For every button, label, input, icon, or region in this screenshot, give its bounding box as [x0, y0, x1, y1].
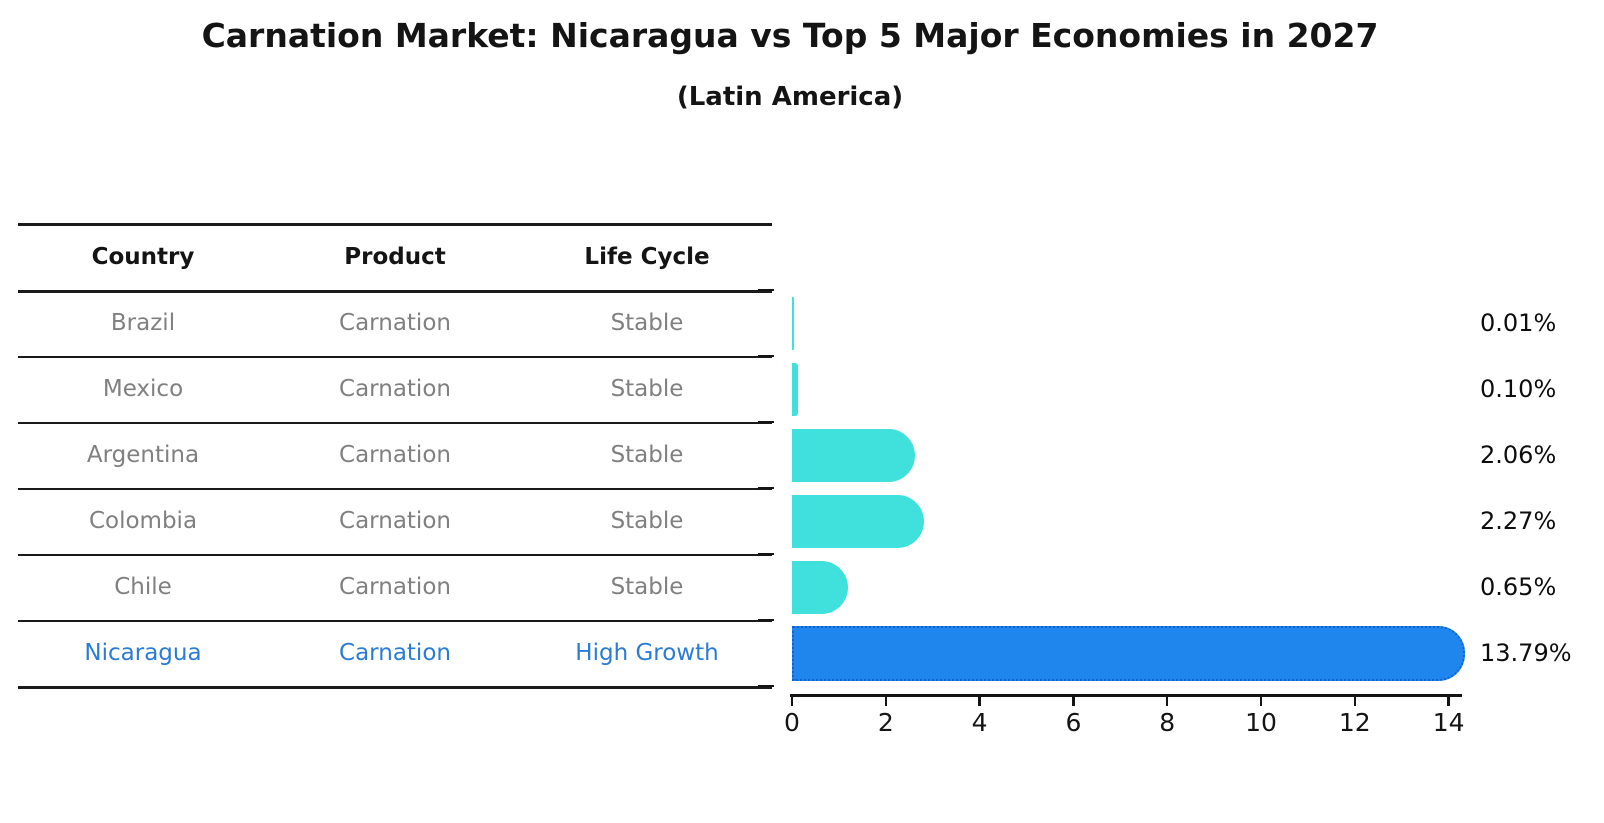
table-header-cell: Country [91, 243, 195, 270]
table-cell-country: Colombia [88, 508, 198, 534]
chart-subtitle: (Latin America) [676, 82, 904, 112]
table-row-line [18, 488, 772, 490]
chart-title: Carnation Market: Nicaragua vs Top 5 Maj… [201, 16, 1379, 55]
value-label: 0.10% [1480, 375, 1557, 403]
table-cell-life_cycle: Stable [610, 310, 684, 336]
table-row-line [18, 620, 772, 622]
x-tick-label: 2 [877, 708, 894, 737]
y-axis-tick [758, 486, 774, 490]
value-label: 2.27% [1480, 507, 1557, 535]
value-label: 2.06% [1480, 441, 1557, 469]
y-axis-tick [758, 420, 774, 424]
value-label: 0.01% [1480, 309, 1557, 337]
bar [792, 625, 1465, 681]
table-row-line [18, 686, 772, 689]
table-cell-life_cycle: High Growth [575, 640, 719, 666]
table-header-line [18, 290, 772, 293]
table-cell-product: Carnation [339, 442, 451, 468]
y-axis-tick [758, 288, 774, 292]
bar [792, 296, 794, 350]
x-tick-label: 12 [1338, 708, 1371, 737]
table-header-cell: Life Cycle [584, 243, 710, 270]
table-cell-country: Nicaragua [84, 640, 202, 666]
table-top-line [18, 223, 772, 226]
bar [792, 428, 915, 482]
value-label: 13.79% [1480, 639, 1572, 667]
table-cell-life_cycle: Stable [610, 442, 684, 468]
x-axis-tick [884, 697, 888, 706]
bar [792, 560, 849, 614]
table-cell-country: Chile [114, 574, 172, 600]
table-cell-life_cycle: Stable [610, 508, 684, 534]
table-cell-country: Argentina [86, 442, 200, 468]
x-tick-label: 8 [1159, 708, 1176, 737]
table-cell-product: Carnation [339, 640, 451, 666]
x-tick-label: 6 [1065, 708, 1082, 737]
table-cell-country: Brazil [110, 310, 176, 336]
x-axis-tick [1072, 697, 1075, 706]
x-tick-label: 4 [971, 708, 988, 737]
table-cell-country: Mexico [102, 376, 184, 402]
y-axis-tick [758, 618, 774, 622]
x-tick-label: 0 [784, 708, 800, 737]
y-axis-tick [758, 684, 774, 688]
table-cell-product: Carnation [339, 508, 451, 534]
table-cell-product: Carnation [339, 310, 451, 336]
bar [792, 362, 799, 416]
x-axis-tick [1447, 697, 1450, 706]
x-axis-tick [1353, 697, 1357, 706]
table-row-line [18, 422, 772, 424]
table-cell-product: Carnation [339, 574, 451, 600]
table-cell-life_cycle: Stable [610, 574, 684, 600]
x-tick-label: 10 [1245, 708, 1277, 737]
x-axis-line [790, 694, 1462, 697]
x-axis-tick [790, 697, 794, 706]
table-row-line [18, 356, 772, 358]
x-axis-tick [1259, 697, 1263, 706]
table-cell-life_cycle: Stable [610, 376, 684, 402]
table-row-line [18, 554, 772, 556]
x-axis-tick [1165, 697, 1169, 706]
value-label: 0.65% [1480, 573, 1557, 601]
table-cell-product: Carnation [339, 376, 451, 402]
table-header-cell: Product [344, 243, 446, 270]
x-axis-tick [978, 697, 981, 706]
y-axis-tick [758, 354, 774, 358]
bar [792, 494, 925, 548]
y-axis-tick [758, 552, 774, 556]
x-tick-label: 14 [1432, 708, 1465, 737]
